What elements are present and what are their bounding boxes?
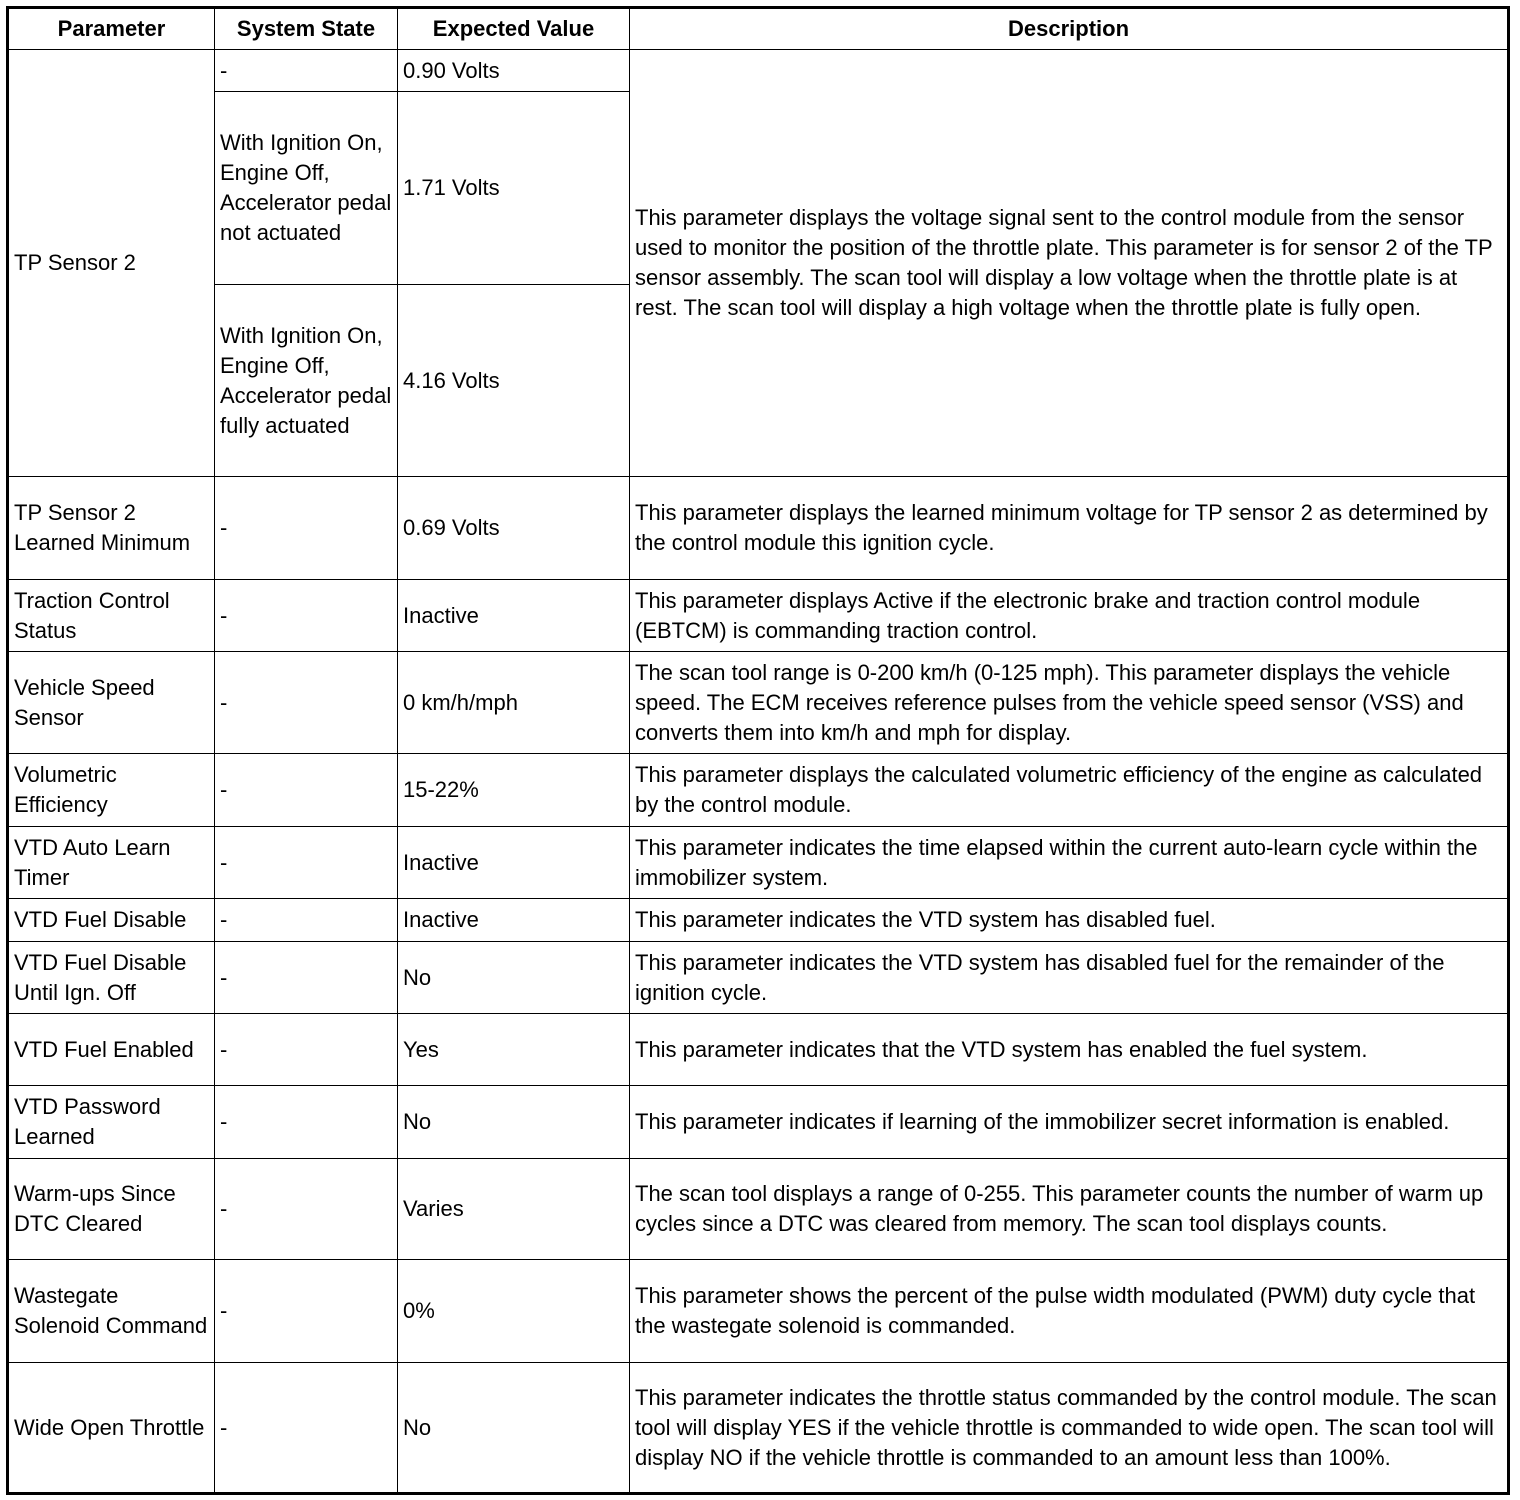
parameter-cell: TP Sensor 2 Learned Minimum: [7, 476, 215, 580]
description-cell: This parameter indicates the VTD system …: [629, 898, 1509, 942]
state-cell: -: [214, 753, 398, 827]
table-row: Volumetric Efficiency -15-22% This paramet…: [7, 753, 1509, 827]
header-row: Parameter System State Expected Value De…: [7, 7, 1509, 50]
parameter-cell: VTD Fuel Disable Until Ign. Off: [7, 941, 215, 1014]
state-cell: -: [214, 651, 398, 754]
header-description: Description: [629, 7, 1509, 50]
value-cell: Inactive: [397, 826, 630, 899]
parameter-cell: TP Sensor 2: [7, 49, 215, 477]
description-cell: The scan tool range is 0-200 km/h (0-125…: [629, 651, 1509, 754]
value-cell: No: [397, 1362, 630, 1494]
parameter-cell: VTD Fuel Enabled: [7, 1013, 215, 1086]
parameter-cell: Traction Control Status: [7, 579, 215, 652]
table-row: Vehicle Speed Sensor -0 km/h/mph The scan …: [7, 651, 1509, 754]
state-cell: -: [214, 826, 398, 899]
state-cell: -: [214, 1158, 398, 1260]
description-cell: This parameter shows the percent of the …: [629, 1259, 1509, 1363]
parameter-cell: Warm-ups Since DTC Cleared: [7, 1158, 215, 1260]
header-system-state: System State: [214, 7, 398, 50]
state-cell: -: [214, 941, 398, 1014]
value-cell: 15-22%: [397, 753, 630, 827]
state-cell: -: [214, 1259, 398, 1363]
parameter-cell: Volumetric Efficiency: [7, 753, 215, 827]
parameter-table: Parameter System State Expected Value De…: [6, 6, 1510, 1495]
description-cell: This parameter displays Active if the el…: [629, 579, 1509, 652]
table-row: VTD Fuel Disable Until Ign. Off - No This p…: [7, 941, 1509, 1014]
value-cell: 1.71 Volts: [397, 91, 630, 285]
state-cell: With Ignition On, Engine Off, Accelerato…: [214, 284, 398, 477]
description-cell: This parameter indicates if learning of …: [629, 1085, 1509, 1159]
state-cell: -: [214, 898, 398, 942]
parameter-cell: VTD Password Learned: [7, 1085, 215, 1159]
table-row: With Ignition On, Engine Off, Accelerato…: [8, 284, 1509, 477]
description-cell: This parameter indicates that the VTD sy…: [629, 1013, 1509, 1086]
description-cell: The scan tool displays a range of 0-255.…: [629, 1158, 1509, 1260]
description-cell: This parameter indicates the VTD system …: [629, 941, 1509, 1014]
state-cell: -: [214, 1085, 398, 1159]
value-cell: Inactive: [397, 579, 630, 652]
description-cell: This parameter indicates the throttle st…: [629, 1362, 1509, 1494]
parameter-cell: VTD Auto Learn Timer: [7, 826, 215, 899]
parameter-cell: Vehicle Speed Sensor: [7, 651, 215, 754]
header-expected-value: Expected Value: [397, 7, 630, 50]
table-row: VTD Fuel Enabled - Yes This parameter indic…: [7, 1013, 1509, 1086]
table-row: Wastegate Solenoid Command -0% This parame…: [7, 1259, 1509, 1363]
value-cell: Yes: [397, 1013, 630, 1086]
state-cell: -: [214, 476, 398, 580]
table-row: TP Sensor 2 Learned Minimum -0.69 Volts Th…: [7, 476, 1509, 580]
table-row: TP Sensor 2 - 0.90 Volts This parameter …: [7, 49, 1509, 477]
value-cell: No: [397, 1085, 630, 1159]
value-cell: 0 km/h/mph: [397, 651, 630, 754]
value-cell: No: [397, 941, 630, 1014]
value-cell: 0.90 Volts: [397, 49, 630, 92]
state-cell: -: [214, 49, 398, 92]
table-row: Traction Control Status - Inactive This par…: [7, 579, 1509, 652]
header-parameter: Parameter: [7, 7, 215, 50]
table-row: VTD Auto Learn Timer - Inactive This parame…: [7, 826, 1509, 899]
state-cell: -: [214, 1013, 398, 1086]
table-row: With Ignition On, Engine Off, Accelerato…: [8, 91, 1509, 285]
value-cell: Inactive: [397, 898, 630, 942]
description-cell: This parameter displays the voltage sign…: [629, 49, 1509, 477]
parameter-cell: Wide Open Throttle: [7, 1362, 215, 1494]
value-cell: Varies: [397, 1158, 630, 1260]
state-cell: -: [214, 579, 398, 652]
table-row: Warm-ups Since DTC Cleared - Varies The sca…: [7, 1158, 1509, 1260]
table-row: Wide Open Throttle - No This parameter indi…: [7, 1362, 1509, 1494]
table-row: VTD Password Learned - No This parameter in…: [7, 1085, 1509, 1159]
state-cell: -: [214, 1362, 398, 1494]
state-cell: With Ignition On, Engine Off, Accelerato…: [214, 91, 398, 285]
value-cell: 0.69 Volts: [397, 476, 630, 580]
description-cell: This parameter displays the calculated v…: [629, 753, 1509, 827]
description-cell: This parameter displays the learned mini…: [629, 476, 1509, 580]
description-cell: This parameter indicates the time elapse…: [629, 826, 1509, 899]
parameter-cell: Wastegate Solenoid Command: [7, 1259, 215, 1363]
parameter-cell: VTD Fuel Disable: [7, 898, 215, 942]
value-cell: 4.16 Volts: [397, 284, 630, 477]
table-row: VTD Fuel Disable - Inactive This parameter …: [7, 898, 1509, 942]
value-cell: 0%: [397, 1259, 630, 1363]
